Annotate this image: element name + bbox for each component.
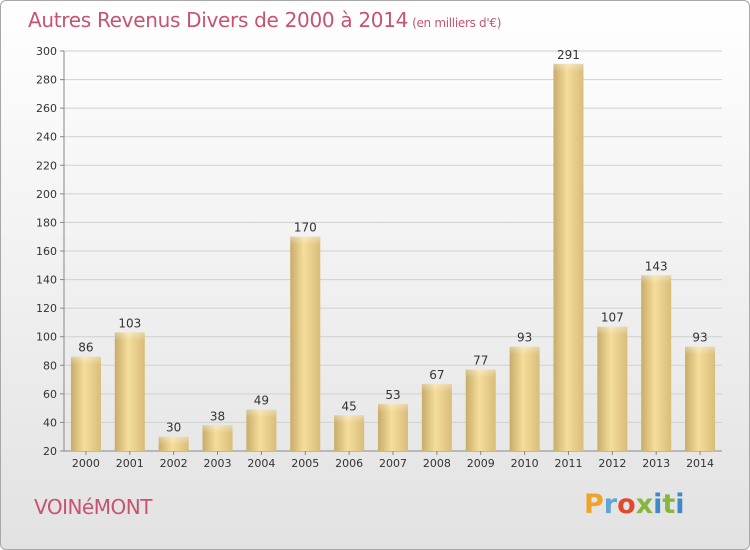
x-tick-label: 2005 <box>291 457 319 470</box>
bar <box>114 332 145 451</box>
bar-highlight <box>246 409 277 418</box>
x-tick-label: 2014 <box>686 457 714 470</box>
y-tick-label: 220 <box>36 159 57 172</box>
bars <box>70 63 716 451</box>
x-tick-label: 2010 <box>511 457 539 470</box>
bar-highlight <box>378 403 408 412</box>
bar <box>641 275 672 451</box>
x-tick-label: 2006 <box>335 457 363 470</box>
x-tick-label: 2002 <box>160 457 188 470</box>
bar-highlight <box>465 369 496 378</box>
y-tick-label: 260 <box>36 102 57 115</box>
bar <box>597 326 628 451</box>
y-tick-label: 180 <box>36 216 57 229</box>
data-label: 53 <box>385 388 400 402</box>
y-tick-label: 20 <box>43 445 57 458</box>
chart-subtitle: (en milliers d'€) <box>412 16 502 30</box>
bar-highlight <box>114 332 145 341</box>
proxiti-logo[interactable]: Proxiti <box>584 489 685 520</box>
bar-highlight <box>421 383 452 392</box>
bar-highlight <box>509 346 540 355</box>
bar-highlight <box>597 326 628 335</box>
y-tick-label: 80 <box>43 359 57 372</box>
data-label: 103 <box>118 316 141 330</box>
data-label: 107 <box>601 311 624 325</box>
x-tick-label: 2004 <box>247 457 275 470</box>
x-tick-label: 2001 <box>116 457 144 470</box>
y-tick-label: 280 <box>36 74 57 87</box>
y-tick-label: 200 <box>36 188 57 201</box>
data-label: 45 <box>341 399 356 413</box>
chart-title: Autres Revenus Divers de 2000 à 2014 (en … <box>28 8 501 32</box>
data-label: 143 <box>645 259 668 273</box>
logo-letter: i <box>653 489 663 520</box>
y-tick-label: 140 <box>36 274 57 287</box>
x-tick-label: 2012 <box>598 457 626 470</box>
y-tick-label: 120 <box>36 302 57 315</box>
bar <box>421 383 452 451</box>
data-label: 93 <box>517 331 532 345</box>
data-label: 86 <box>78 341 93 355</box>
x-tick-labels: 2000 2001 2002 2003 2004 2005 2006 2007 2008 2009… <box>72 457 714 470</box>
bar <box>290 236 321 451</box>
bar <box>70 356 101 451</box>
bar-highlight <box>70 356 101 365</box>
bar-highlight <box>685 346 716 355</box>
x-tick-label: 2011 <box>554 457 582 470</box>
data-label: 38 <box>210 409 225 423</box>
bar <box>553 63 584 451</box>
y-tick-label: 40 <box>43 416 57 429</box>
data-label: 30 <box>166 421 181 435</box>
data-labels: 86 103 30 38 49 170 45 53 67 77 93 291 107 143 93 <box>78 48 707 435</box>
y-tick-label: 160 <box>36 245 57 258</box>
y-tick-label: 300 <box>36 45 57 58</box>
logo-letter: r <box>603 489 618 520</box>
bar <box>509 346 540 451</box>
data-label: 67 <box>429 368 444 382</box>
logo-letter: P <box>584 489 604 520</box>
x-tick-label: 2009 <box>467 457 495 470</box>
x-tick-label: 2013 <box>642 457 670 470</box>
bar-highlight <box>641 275 672 284</box>
bar-highlight <box>290 236 321 245</box>
data-label: 170 <box>294 221 317 235</box>
x-tick-label: 2000 <box>72 457 100 470</box>
bar <box>685 346 716 451</box>
x-tick-label: 2008 <box>423 457 451 470</box>
chart-title-text: Autres Revenus Divers de 2000 à 2014 <box>28 8 409 32</box>
y-tick-label: 60 <box>43 388 57 401</box>
logo-letter: o <box>617 489 636 520</box>
logo-letter: t <box>662 489 676 520</box>
bar-highlight <box>553 63 584 72</box>
bar-highlight <box>202 425 233 434</box>
city-name: VOINéMONT <box>34 495 152 519</box>
bar-highlight <box>334 415 365 424</box>
y-tick-labels: 20 40 60 80 100 120 140 160 180 200 220 240 260 280 30… <box>36 45 57 458</box>
logo-letter: x <box>635 489 654 520</box>
bar-highlight <box>158 436 189 445</box>
x-tick-label: 2007 <box>379 457 407 470</box>
data-label: 77 <box>473 354 488 368</box>
y-tick-label: 240 <box>36 131 57 144</box>
data-label: 93 <box>692 331 707 345</box>
data-label: 291 <box>557 48 580 62</box>
logo-letter: i <box>675 489 685 520</box>
bar <box>465 369 496 451</box>
y-tick-label: 100 <box>36 331 57 344</box>
x-tick-label: 2003 <box>204 457 232 470</box>
data-label: 49 <box>254 394 269 408</box>
